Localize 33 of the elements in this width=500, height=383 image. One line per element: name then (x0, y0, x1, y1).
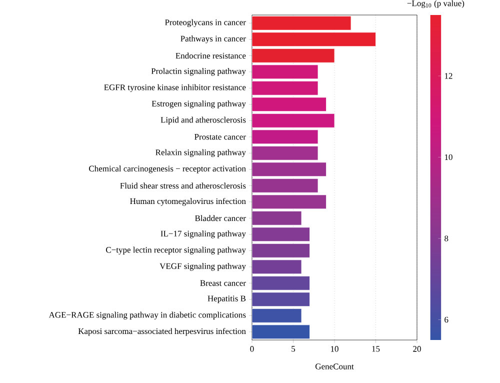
y-tick-label: Lipid and atherosclerosis (160, 116, 246, 124)
x-tick-label: 10 (331, 346, 338, 352)
y-tick-label: AGE−RAGE signaling pathway in diabetic complications (48, 312, 246, 320)
bar (252, 292, 310, 307)
y-tick-label: Proteoglycans in cancer (165, 19, 246, 27)
y-tick-label: Breast cancer (200, 280, 246, 286)
y-tick-label: Endocrine resistance (176, 52, 246, 59)
y-tick-label: Human cytomegalovirus infection (130, 198, 246, 206)
y-tick-label: Chemical carcinogenesis − receptor activation (89, 166, 246, 174)
y-tick-label: VEGF signaling pathway (160, 263, 246, 271)
y-tick-label: EGFR tyrosine kinase inhibitor resistance (104, 84, 246, 92)
color-bar-label: 12 (444, 73, 452, 79)
y-tick-label: Prolactin signaling pathway (151, 68, 246, 76)
y-tick-label: Kaposi sarcoma−associated herpesvirus infection (78, 328, 246, 336)
color-bar-label: 10 (444, 154, 452, 160)
y-tick-label: Hepatitis B (208, 296, 246, 304)
color-bar-label: 8 (444, 236, 448, 242)
y-tick-label: Fluid shear stress and atherosclerosis (120, 182, 246, 189)
x-tick-label: 5 (292, 346, 296, 352)
y-tick-label: Estrogen signaling pathway (152, 100, 246, 108)
y-tick-label: Pathways in cancer (180, 36, 246, 44)
x-axis-title: GeneCount (315, 364, 354, 370)
x-tick-label: 20 (413, 346, 421, 352)
x-tick-label: 0 (250, 346, 254, 352)
color-bar-title: −Log$_{10}$ (p value) (407, 0, 464, 8)
color-bar-label: 6 (444, 316, 448, 323)
y-tick-label: Relaxin signaling pathway (156, 149, 246, 157)
y-tick-label: Prostate cancer (194, 134, 246, 140)
y-tick-label: Bladder cancer (195, 215, 246, 222)
y-tick-label: C−type lectin receptor signaling pathway (106, 246, 246, 254)
y-tick-label: IL−17 signaling pathway (160, 230, 246, 238)
bar (252, 32, 376, 47)
x-tick-label: 15 (372, 346, 380, 352)
